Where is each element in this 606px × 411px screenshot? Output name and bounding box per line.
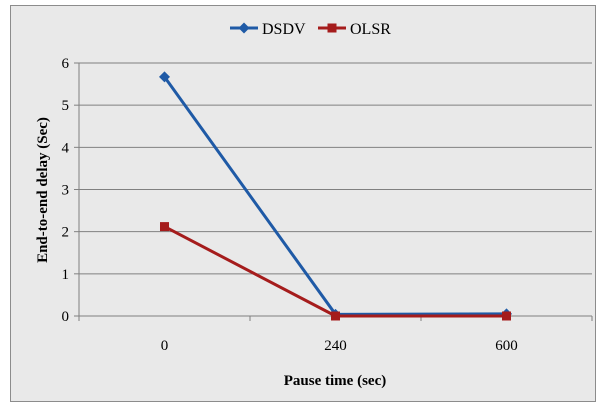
legend-label: DSDV (262, 21, 306, 38)
y-tick-label: 3 (62, 183, 70, 199)
x-tick-label: 0 (161, 338, 169, 354)
series-line-olsr (163, 225, 507, 318)
y-tick-label: 1 (62, 267, 70, 283)
x-tick-label: 600 (495, 338, 518, 354)
series-line-dsdv (163, 76, 507, 316)
legend-label: OLSR (350, 21, 391, 38)
series-lines (159, 71, 512, 321)
y-axis-title: End-to-end delay (Sec) (35, 117, 51, 263)
legend: DSDV OLSR (230, 21, 391, 38)
data-point-olsr (331, 311, 340, 321)
gridlines (79, 62, 592, 275)
x-axis-title: Pause time (sec) (284, 373, 386, 389)
y-tick-label: 5 (62, 98, 70, 114)
x-tick-label: 240 (324, 338, 347, 354)
data-point-olsr (502, 311, 511, 321)
y-tick-label: 6 (62, 56, 70, 72)
y-tick-label: 0 (62, 309, 70, 325)
legend-marker-olsr (327, 23, 337, 33)
data-point-dsdv (159, 71, 170, 83)
y-tick-label: 2 (62, 225, 70, 241)
chart-background (10, 5, 596, 402)
axes: 0 1 2 3 4 5 6 0 240 600 (62, 56, 593, 354)
y-tick-label: 4 (62, 140, 70, 156)
data-point-olsr (160, 222, 169, 232)
legend-marker-dsdv (238, 22, 250, 34)
